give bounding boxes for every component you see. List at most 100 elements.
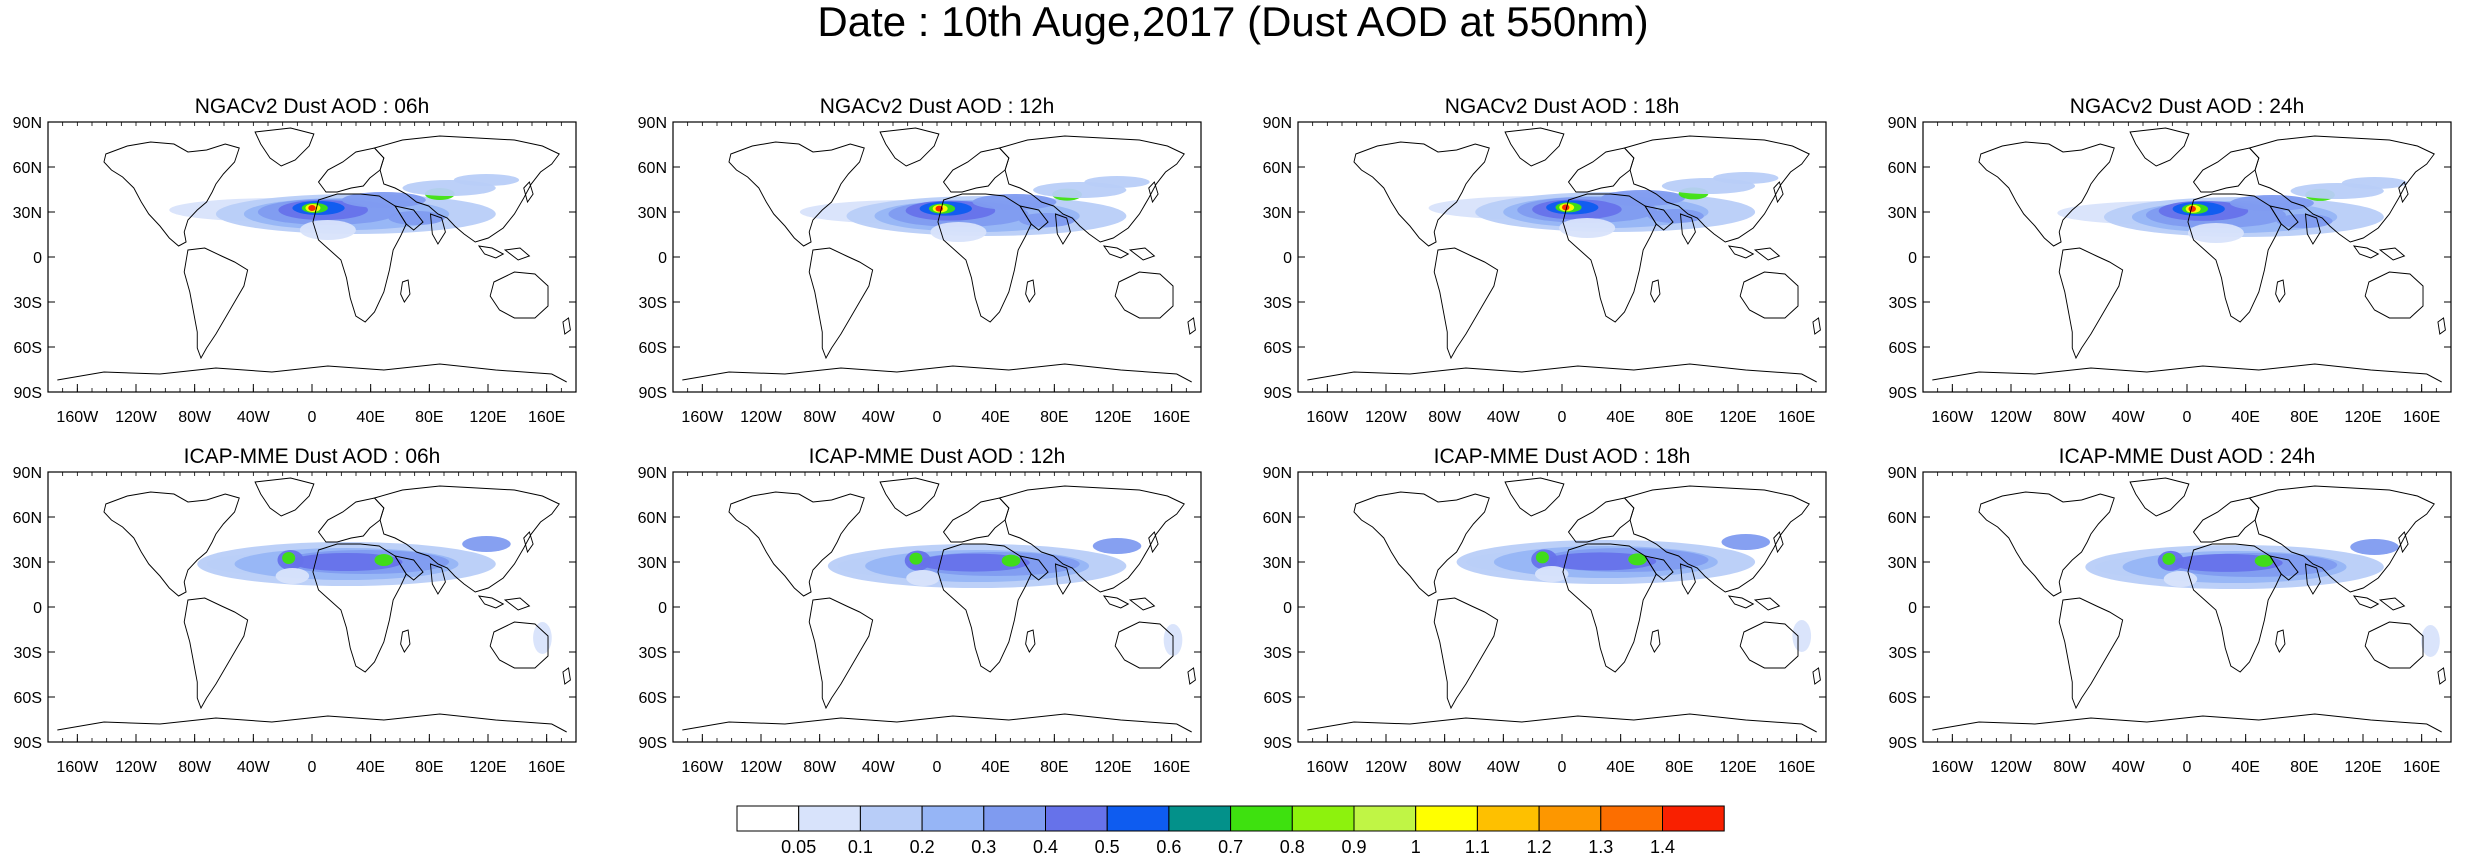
lon-tick-label: 120W	[740, 409, 783, 426]
lon-tick-label: 80E	[415, 759, 443, 776]
lat-tick-label: 30N	[1263, 555, 1292, 572]
colorbar-swatch	[921, 805, 985, 832]
coastlines	[56, 127, 571, 383]
lat-tick-label: 60N	[638, 510, 667, 527]
lon-tick-label: 0	[933, 409, 942, 426]
colorbar-label: 1.2	[1527, 837, 1552, 854]
aod-contour	[462, 536, 511, 552]
lat-tick-label: 30N	[638, 205, 667, 222]
lon-tick-label: 0	[2183, 409, 2192, 426]
colorbar-label: 0.5	[1095, 837, 1120, 854]
colorbar-label: 1.1	[1465, 837, 1490, 854]
lat-tick-label: 60N	[1263, 160, 1292, 177]
aod-contour	[2350, 539, 2399, 555]
lat-tick-label: 60N	[1888, 160, 1917, 177]
lat-tick-label: 30N	[1263, 205, 1292, 222]
lon-tick-label: 80E	[1665, 759, 1693, 776]
aod-contour	[917, 553, 1030, 572]
aod-contour	[341, 192, 426, 208]
lon-tick-label: 40E	[981, 759, 1009, 776]
panels-layer: NGACv2 Dust AOD : 06h 90N 60N 30N 0 30S 60S 90S…	[13, 95, 2452, 776]
lat-tick-label: 0	[33, 600, 42, 617]
aod-contour	[1562, 204, 1570, 211]
aod-contour	[533, 622, 552, 654]
lat-tick-label: 30S	[1264, 645, 1292, 662]
lon-tick-label: 40E	[2231, 759, 2259, 776]
lat-tick-label: 90N	[1263, 115, 1292, 132]
map-panel: NGACv2 Dust AOD : 24h 90N 60N 30N 0 30S 60S 90S…	[1888, 95, 2452, 426]
lon-tick-label: 160E	[528, 759, 565, 776]
lat-tick-label: 30N	[13, 205, 42, 222]
lon-tick-label: 120E	[469, 409, 506, 426]
colorbar-label: 0.8	[1280, 837, 1305, 854]
lat-tick-label: 60S	[1889, 340, 1917, 357]
lat-tick-label: 0	[1283, 600, 1292, 617]
lon-tick-label: 120W	[1365, 409, 1408, 426]
lon-tick-label: 40W	[1487, 759, 1521, 776]
lat-tick-label: 90N	[1888, 465, 1917, 482]
lat-tick-label: 90N	[638, 465, 667, 482]
panel-title: NGACv2 Dust AOD : 18h	[1445, 95, 1680, 118]
lat-tick-label: 30S	[1889, 295, 1917, 312]
lat-tick-label: 60N	[638, 160, 667, 177]
lon-tick-label: 40W	[237, 409, 271, 426]
aod-contour	[1534, 566, 1569, 582]
coastlines	[681, 127, 1196, 383]
lat-tick-label: 90S	[1264, 385, 1292, 402]
lon-tick-label: 160E	[1153, 409, 1190, 426]
lat-tick-label: 60N	[13, 510, 42, 527]
panel-title: ICAP-MME Dust AOD : 18h	[1434, 445, 1691, 468]
lon-tick-label: 40E	[356, 409, 384, 426]
aod-contour	[2188, 205, 2196, 212]
lon-tick-label: 120W	[1365, 759, 1408, 776]
lon-tick-label: 80W	[178, 759, 212, 776]
colorbar-label: 0.6	[1156, 837, 1181, 854]
aod-contour	[1001, 554, 1021, 567]
dust-aod-field	[2085, 539, 2440, 657]
lon-tick-label: 160E	[1778, 759, 1815, 776]
aod-contour	[299, 220, 356, 240]
colorbar-swatch	[1168, 805, 1232, 832]
coastlines	[56, 477, 571, 733]
lon-tick-label: 40W	[1487, 409, 1521, 426]
lon-tick-label: 80W	[2053, 759, 2087, 776]
lat-tick-label: 30N	[1888, 205, 1917, 222]
colorbar-swatch	[859, 805, 923, 832]
lon-tick-label: 160W	[681, 759, 724, 776]
map-panel: NGACv2 Dust AOD : 12h 90N 60N 30N 0 30S 60S 90S…	[638, 95, 1202, 426]
lat-tick-label: 60S	[639, 690, 667, 707]
aod-contour	[282, 552, 296, 564]
aod-contour	[2187, 223, 2244, 243]
lat-tick-label: 0	[658, 250, 667, 267]
lon-tick-label: 40E	[356, 759, 384, 776]
lon-tick-label: 160W	[681, 409, 724, 426]
lon-tick-label: 160W	[56, 759, 99, 776]
lat-tick-label: 60N	[1888, 510, 1917, 527]
colorbar-swatch	[983, 805, 1046, 832]
lat-tick-label: 90S	[1264, 735, 1292, 752]
lon-tick-label: 120W	[740, 759, 783, 776]
lat-tick-label: 30N	[1888, 555, 1917, 572]
lon-tick-label: 160E	[1153, 759, 1190, 776]
aod-contour	[2421, 625, 2440, 657]
colorbar-swatch	[1415, 805, 1478, 832]
lon-tick-label: 80W	[1428, 409, 1462, 426]
map-panel: NGACv2 Dust AOD : 06h 90N 60N 30N 0 30S 60S 90S…	[13, 95, 577, 426]
aod-contour	[308, 205, 316, 211]
lon-tick-label: 120W	[115, 759, 158, 776]
aod-contour	[1559, 218, 1616, 238]
lon-tick-label: 160E	[2403, 759, 2440, 776]
lat-tick-label: 60S	[14, 690, 42, 707]
panel-title: NGACv2 Dust AOD : 06h	[195, 95, 430, 118]
colorbar-swatch	[1538, 805, 1602, 832]
lat-tick-label: 60S	[639, 340, 667, 357]
coastlines	[1931, 127, 2446, 383]
colorbar-label: 1.4	[1650, 837, 1675, 854]
lat-tick-label: 30S	[1264, 295, 1292, 312]
lat-tick-label: 60S	[1264, 690, 1292, 707]
colorbar-swatch	[1106, 805, 1170, 832]
lat-tick-label: 0	[658, 600, 667, 617]
lon-tick-label: 80E	[1040, 759, 1068, 776]
lon-tick-label: 80E	[1040, 409, 1068, 426]
aod-contour	[2276, 214, 2333, 228]
